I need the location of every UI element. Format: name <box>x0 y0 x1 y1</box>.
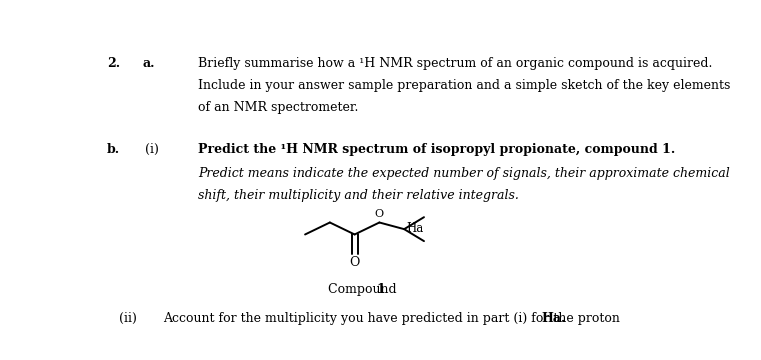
Text: Predict means indicate the expected number of signals, their approximate chemica: Predict means indicate the expected numb… <box>199 167 730 180</box>
Text: of an NMR spectrometer.: of an NMR spectrometer. <box>199 102 358 114</box>
Text: O: O <box>375 209 384 219</box>
Text: Ha.: Ha. <box>541 312 565 325</box>
Text: O: O <box>349 256 360 269</box>
Text: 2.: 2. <box>107 57 120 70</box>
Text: Ha: Ha <box>406 222 424 235</box>
Text: Predict the ¹H NMR spectrum of isopropyl propionate, compound 1.: Predict the ¹H NMR spectrum of isopropyl… <box>199 143 676 156</box>
Text: 1: 1 <box>377 283 385 296</box>
Text: (i): (i) <box>145 143 159 156</box>
Text: (ii): (ii) <box>119 312 136 325</box>
Text: b.: b. <box>107 143 120 156</box>
Text: shift, their multiplicity and their relative integrals.: shift, their multiplicity and their rela… <box>199 189 519 202</box>
Text: a.: a. <box>142 57 154 70</box>
Text: Briefly summarise how a ¹H NMR spectrum of an organic compound is acquired.: Briefly summarise how a ¹H NMR spectrum … <box>199 57 713 70</box>
Text: Include in your answer sample preparation and a simple sketch of the key element: Include in your answer sample preparatio… <box>199 79 731 92</box>
Text: Compound: Compound <box>328 283 401 296</box>
Text: Account for the multiplicity you have predicted in part (i) for the proton: Account for the multiplicity you have pr… <box>163 312 624 325</box>
